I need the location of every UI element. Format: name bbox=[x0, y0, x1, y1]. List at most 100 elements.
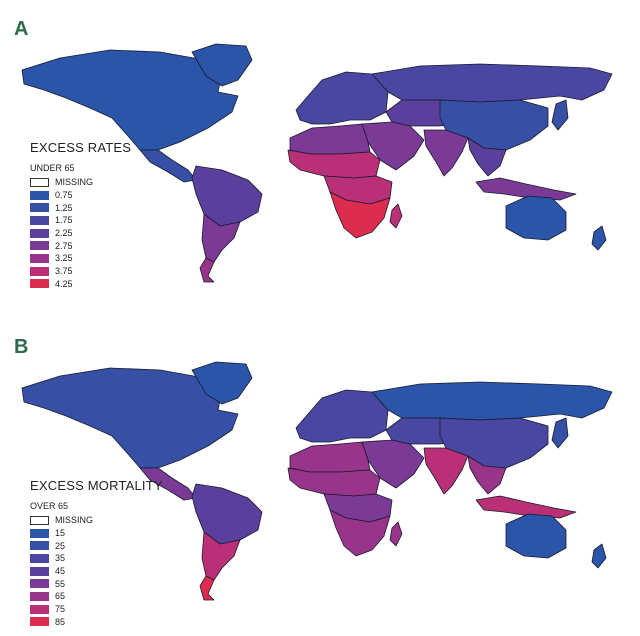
legend-item-missing: MISSING bbox=[30, 514, 163, 527]
legend-swatch bbox=[30, 579, 49, 589]
region-middle-east bbox=[361, 121, 425, 171]
region-china bbox=[439, 99, 549, 151]
region-new-zealand bbox=[591, 225, 607, 251]
legend-label: 0.75 bbox=[55, 190, 73, 201]
legend-label: 45 bbox=[55, 566, 66, 577]
region-north-africa bbox=[289, 123, 371, 155]
region-japan bbox=[551, 99, 569, 131]
legend-label: MISSING bbox=[55, 177, 94, 188]
region-south-america-south bbox=[201, 531, 241, 581]
legend-label: 3.75 bbox=[55, 266, 73, 277]
legend-label: 25 bbox=[55, 540, 66, 551]
legend-swatch bbox=[30, 241, 49, 251]
region-indonesia bbox=[475, 177, 577, 201]
legend-item: 1.25 bbox=[30, 201, 131, 214]
legend-swatch bbox=[30, 228, 49, 238]
region-russia bbox=[371, 381, 613, 421]
legend-swatch bbox=[30, 553, 49, 563]
legend-label: 55 bbox=[55, 578, 66, 589]
legend-label: 2.75 bbox=[55, 240, 73, 251]
region-south-america-north bbox=[191, 483, 263, 545]
region-europe bbox=[295, 71, 389, 125]
region-southern-africa bbox=[329, 509, 391, 557]
region-north-africa bbox=[289, 441, 371, 473]
legend-swatch bbox=[30, 617, 49, 627]
legend-item: 15 bbox=[30, 527, 163, 540]
legend-item: 2.75 bbox=[30, 239, 131, 252]
panel-label: A bbox=[14, 18, 29, 40]
region-south-america-south bbox=[201, 213, 241, 263]
world-map-a bbox=[21, 43, 613, 283]
region-greenland bbox=[191, 361, 253, 405]
legend-swatch bbox=[30, 190, 49, 200]
legend-label: 85 bbox=[55, 616, 66, 627]
legend-item: 25 bbox=[30, 539, 163, 552]
legend-item: 0.75 bbox=[30, 189, 131, 202]
legend-label: 4.25 bbox=[55, 278, 73, 289]
panel-a: A EXCESS RATES UNDER 65 MISSING 0.75 1.25… bbox=[14, 18, 613, 290]
legend-swatch bbox=[30, 253, 49, 263]
region-southern-africa bbox=[329, 191, 391, 239]
legend-swatch bbox=[30, 266, 49, 276]
legend-swatch bbox=[30, 541, 49, 551]
region-indonesia bbox=[475, 495, 577, 519]
legend-label: MISSING bbox=[55, 515, 94, 526]
legend: EXCESS MORTALITY OVER 65 MISSING 15 25 35 4… bbox=[30, 478, 163, 628]
region-madagascar bbox=[389, 203, 403, 229]
legend-label: 1.75 bbox=[55, 215, 73, 226]
region-china bbox=[439, 417, 549, 469]
legend-item: 3.25 bbox=[30, 252, 131, 265]
legend-swatch bbox=[30, 515, 49, 525]
legend-item: 4.25 bbox=[30, 278, 131, 291]
legend-swatch bbox=[30, 215, 49, 225]
legend-item: 85 bbox=[30, 616, 163, 629]
legend-item: 75 bbox=[30, 603, 163, 616]
legend-item: 3.75 bbox=[30, 265, 131, 278]
legend-subtitle: UNDER 65 bbox=[30, 163, 75, 173]
region-north-america bbox=[21, 49, 239, 151]
legend-label: 65 bbox=[55, 591, 66, 602]
legend-item: 45 bbox=[30, 565, 163, 578]
legend: EXCESS RATES UNDER 65 MISSING 0.75 1.25 1.… bbox=[30, 140, 131, 290]
region-middle-east bbox=[361, 439, 425, 489]
legend-item: 2.25 bbox=[30, 227, 131, 240]
region-new-zealand bbox=[591, 543, 607, 569]
region-sahel bbox=[287, 149, 381, 179]
panel-b: B EXCESS MORTALITY OVER 65 MISSING 15 25 3… bbox=[0, 318, 640, 636]
legend-swatch bbox=[30, 566, 49, 576]
region-southeast-asia bbox=[467, 137, 507, 177]
legend-swatch bbox=[30, 203, 49, 213]
region-patagonia bbox=[199, 575, 215, 601]
legend-label: 3.25 bbox=[55, 253, 73, 264]
legend-subtitle: OVER 65 bbox=[30, 501, 69, 511]
legend-label: 15 bbox=[55, 528, 66, 539]
region-australia bbox=[505, 195, 567, 241]
legend-label: 2.25 bbox=[55, 228, 73, 239]
region-japan bbox=[551, 417, 569, 449]
region-india bbox=[423, 129, 469, 177]
world-map-b bbox=[21, 361, 613, 601]
region-australia bbox=[505, 513, 567, 559]
region-greenland bbox=[191, 43, 253, 87]
legend-item: 35 bbox=[30, 552, 163, 565]
legend-swatch bbox=[30, 279, 49, 289]
region-europe bbox=[295, 389, 389, 443]
region-southeast-asia bbox=[467, 455, 507, 495]
panel-label: B bbox=[14, 336, 29, 358]
legend-label: 1.25 bbox=[55, 202, 73, 213]
legend-swatch bbox=[30, 604, 49, 614]
legend-swatch bbox=[30, 528, 49, 538]
region-russia bbox=[371, 63, 613, 103]
legend-label: 75 bbox=[55, 604, 66, 615]
region-patagonia bbox=[199, 257, 215, 283]
region-north-america bbox=[21, 367, 239, 469]
region-sahel bbox=[287, 467, 381, 497]
legend-title: EXCESS RATES bbox=[30, 140, 132, 155]
legend-swatch bbox=[30, 591, 49, 601]
legend-label: 35 bbox=[55, 553, 66, 564]
legend-title: EXCESS MORTALITY bbox=[30, 478, 163, 493]
legend-swatch bbox=[30, 177, 49, 187]
region-central-america bbox=[139, 149, 197, 183]
legend-item: 65 bbox=[30, 590, 163, 603]
legend-item-missing: MISSING bbox=[30, 176, 131, 189]
